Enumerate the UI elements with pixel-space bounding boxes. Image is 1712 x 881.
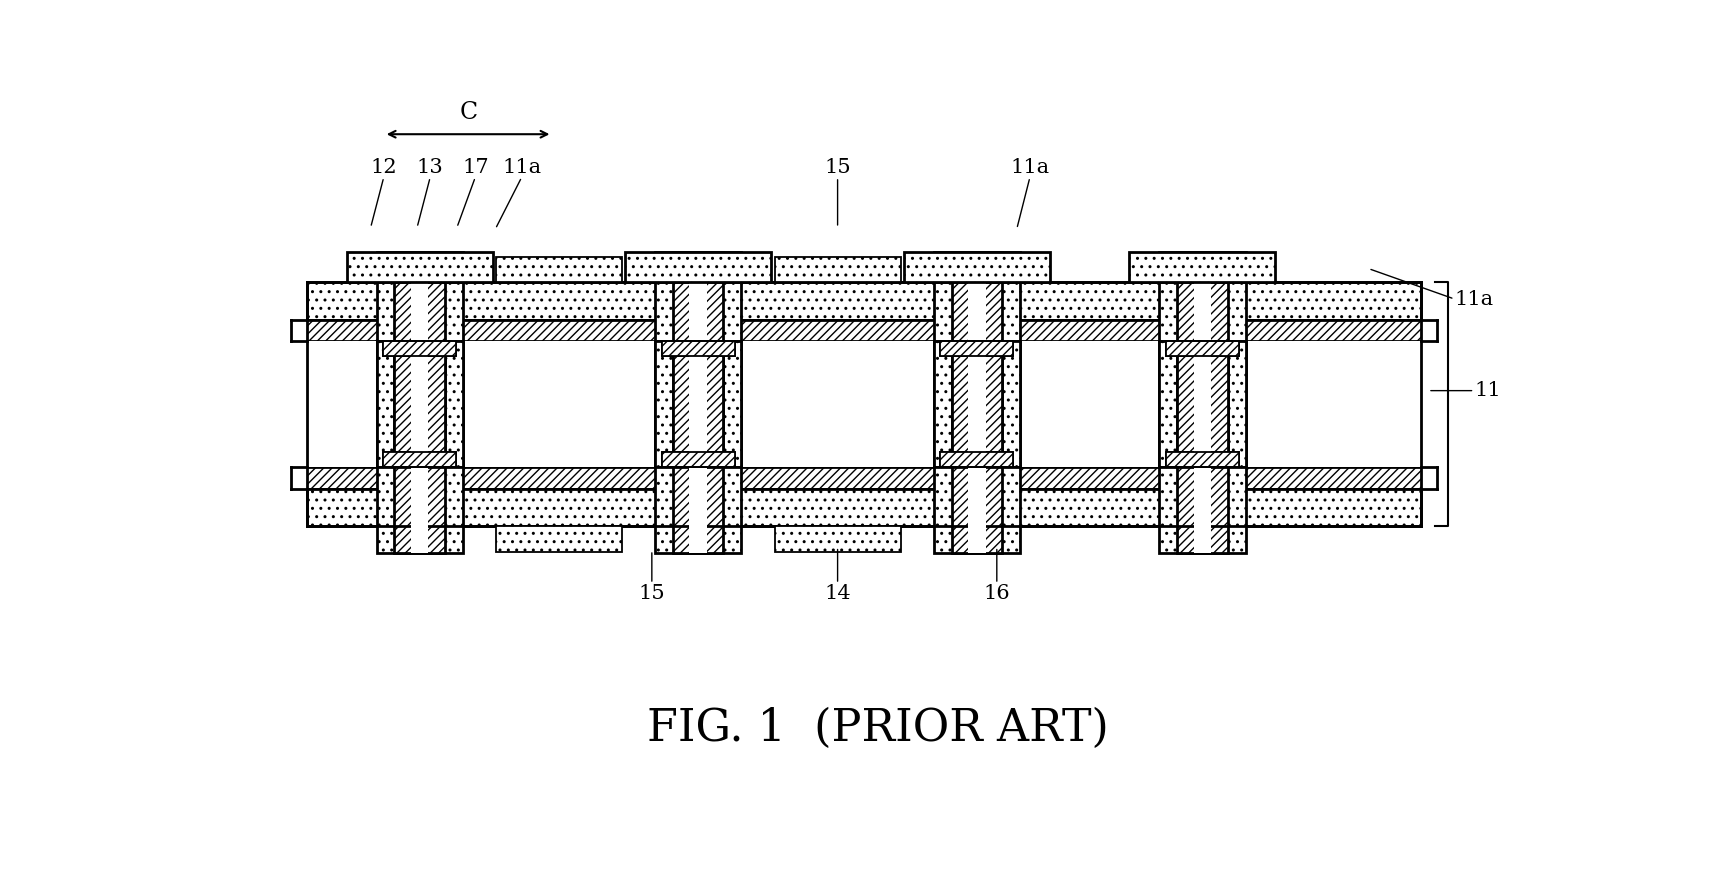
Bar — [904, 252, 1049, 283]
Bar — [1159, 342, 1246, 467]
Bar — [656, 252, 741, 553]
Text: 11: 11 — [1474, 381, 1501, 400]
Bar — [673, 342, 724, 467]
Text: 16: 16 — [983, 584, 1010, 603]
Bar — [496, 526, 621, 552]
Bar — [940, 342, 1014, 357]
Text: C: C — [461, 101, 478, 124]
Bar — [940, 452, 1014, 467]
Text: 11a: 11a — [502, 158, 541, 177]
Bar — [1159, 252, 1246, 553]
Bar — [663, 452, 734, 467]
Bar — [411, 342, 428, 467]
Text: FIG. 1  (PRIOR ART): FIG. 1 (PRIOR ART) — [647, 707, 1108, 751]
Bar — [656, 342, 741, 467]
Text: 11a: 11a — [1010, 158, 1049, 177]
Bar — [967, 342, 986, 467]
Bar — [774, 526, 901, 552]
Text: 11a: 11a — [1455, 290, 1493, 308]
Bar — [394, 252, 445, 553]
Bar — [967, 252, 986, 553]
Bar — [306, 489, 1421, 526]
Bar — [952, 252, 1002, 553]
Bar — [377, 342, 462, 467]
Bar — [625, 252, 770, 283]
Bar — [933, 252, 1020, 553]
Bar — [306, 320, 1421, 342]
Bar — [394, 342, 445, 467]
Bar — [346, 252, 493, 283]
Bar — [1193, 252, 1212, 553]
Bar — [411, 252, 428, 553]
Bar — [1166, 342, 1239, 357]
Bar — [940, 342, 1014, 357]
Bar — [383, 452, 455, 467]
Bar — [1178, 342, 1228, 467]
Bar — [383, 342, 455, 357]
Bar — [952, 342, 1002, 467]
Bar — [663, 342, 734, 357]
Bar — [663, 342, 734, 357]
Text: 17: 17 — [462, 158, 488, 177]
Bar — [690, 342, 707, 467]
Bar — [1166, 342, 1239, 357]
Bar — [306, 342, 1421, 467]
Bar — [663, 452, 734, 467]
Text: 12: 12 — [370, 158, 397, 177]
Bar — [1166, 452, 1239, 467]
Text: 15: 15 — [639, 584, 666, 603]
Bar — [940, 452, 1014, 467]
Bar — [1130, 252, 1275, 283]
Text: 15: 15 — [823, 158, 851, 177]
Text: 14: 14 — [823, 584, 851, 603]
Bar — [1166, 452, 1239, 467]
Text: 13: 13 — [418, 158, 443, 177]
Bar — [673, 252, 724, 553]
Bar — [1193, 342, 1212, 467]
Bar — [690, 252, 707, 553]
Bar — [1178, 252, 1228, 553]
Bar — [383, 342, 455, 357]
Bar — [383, 452, 455, 467]
Bar — [933, 342, 1020, 467]
Bar — [306, 467, 1421, 489]
Bar — [496, 256, 621, 283]
Bar — [306, 283, 1421, 320]
Bar — [377, 252, 462, 553]
Bar — [306, 342, 1421, 467]
Bar — [774, 256, 901, 283]
